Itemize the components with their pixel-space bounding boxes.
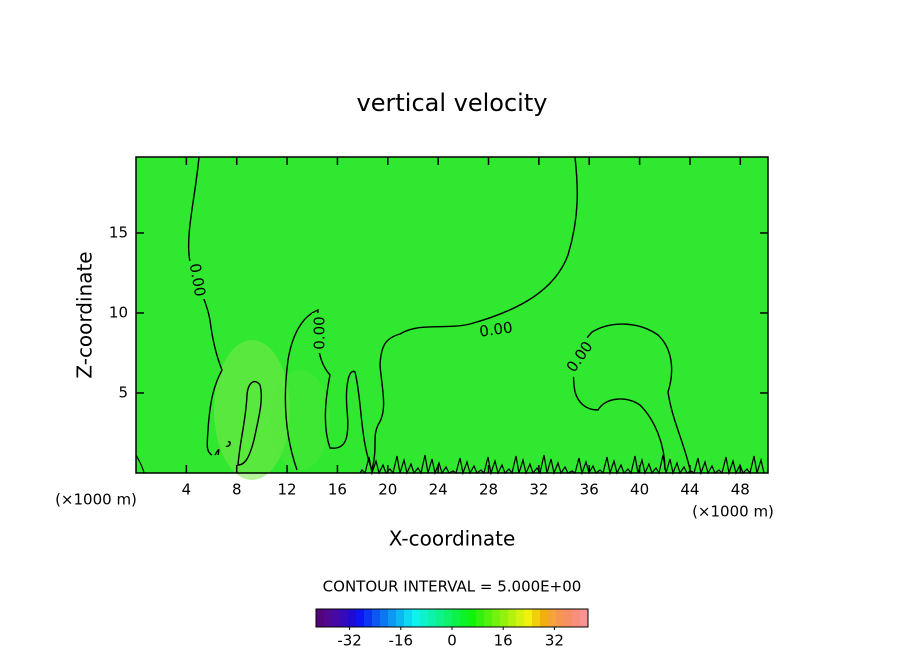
contour-line — [135, 454, 145, 474]
colorbar-cell — [564, 609, 573, 627]
field-blob — [214, 340, 290, 480]
colorbar-cell — [556, 609, 565, 627]
contour-label-bg — [475, 319, 517, 341]
x-tick-label: 28 — [479, 481, 498, 499]
x-tick-label: 40 — [630, 481, 649, 499]
colorbar-cell — [388, 609, 397, 627]
colorbar-tick-label: 0 — [447, 632, 457, 650]
plot-frame — [135, 156, 769, 474]
colorbar-cell — [508, 609, 517, 627]
colorbar-cell — [500, 609, 509, 627]
colorbar-cell — [356, 609, 365, 627]
contour-line — [284, 308, 373, 471]
x-tick-label: 36 — [580, 481, 599, 499]
colorbar-cell — [316, 609, 325, 627]
y-tick-label: 5 — [118, 384, 128, 402]
colorbar-cell — [524, 609, 533, 627]
contour-label: 0.00 — [311, 316, 329, 349]
colorbar-cell — [332, 609, 341, 627]
colorbar-cell — [444, 609, 453, 627]
colorbar-cell — [460, 609, 469, 627]
colorbar-cell — [404, 609, 413, 627]
colorbar-cell — [452, 609, 461, 627]
x-unit-label: (×1000 m) — [692, 503, 774, 521]
x-tick-label: 4 — [182, 481, 192, 499]
y-tick-label: 10 — [109, 304, 128, 322]
colorbar-tick-label: 32 — [545, 632, 564, 650]
x-tick-label: 44 — [680, 481, 699, 499]
field-blob — [270, 370, 330, 470]
x-tick-label: 8 — [232, 481, 242, 499]
contour-line — [574, 391, 666, 471]
colorbar-cell — [412, 609, 421, 627]
colorbar-cell — [428, 609, 437, 627]
chart-title: vertical velocity — [357, 89, 548, 117]
contour-line — [214, 440, 231, 456]
colorbar-cell — [340, 609, 349, 627]
contour-label: 0.00 — [478, 318, 514, 340]
contour-line — [371, 156, 578, 471]
x-tick-label: 48 — [731, 481, 750, 499]
x-tick-label: 24 — [429, 481, 448, 499]
contour-label-bg — [561, 336, 599, 378]
colorbar-cell — [436, 609, 445, 627]
x-tick-label: 12 — [278, 481, 297, 499]
colorbar-cell — [532, 609, 541, 627]
colorbar-cell — [372, 609, 381, 627]
colorbar-cell — [468, 609, 477, 627]
plot-area: 0.000.00 0.000.00 — [135, 156, 768, 480]
contour-line — [187, 156, 223, 456]
contour-label: 0.00 — [186, 262, 210, 298]
colorbar-cell — [540, 609, 549, 627]
contour-interval: CONTOUR INTERVAL = 5.000E+00 — [323, 578, 582, 596]
colorbar-tick-label: -16 — [389, 632, 414, 650]
y-unit-label: (×1000 m) — [55, 491, 137, 509]
colorbar-cell — [572, 609, 581, 627]
colorbar-tick-label: 16 — [494, 632, 513, 650]
x-tick-label: 32 — [529, 481, 548, 499]
x-tick-label: 20 — [378, 481, 397, 499]
colorbar-cell — [492, 609, 501, 627]
y-axis-title: Z-coordinate — [73, 251, 97, 378]
colorbar-cell — [348, 609, 357, 627]
contour-label-bg — [185, 258, 209, 302]
x-tick-label: 16 — [328, 481, 347, 499]
colorbar-cell — [420, 609, 429, 627]
colorbar-cell — [476, 609, 485, 627]
y-tick-label: 15 — [109, 224, 128, 242]
contour-line — [237, 380, 263, 466]
colorbar-tick-label: -32 — [337, 632, 362, 650]
colorbar-cell — [396, 609, 405, 627]
colorbar-cell — [548, 609, 557, 627]
colorbar-cell — [364, 609, 373, 627]
colorbar-cell — [324, 609, 333, 627]
colorbar-cell — [580, 609, 589, 627]
x-axis-title: X-coordinate — [389, 527, 516, 551]
colorbar-cell — [380, 609, 389, 627]
contour-label-bg — [312, 313, 328, 353]
colorbar-cell — [484, 609, 493, 627]
colorbar-cell — [516, 609, 525, 627]
